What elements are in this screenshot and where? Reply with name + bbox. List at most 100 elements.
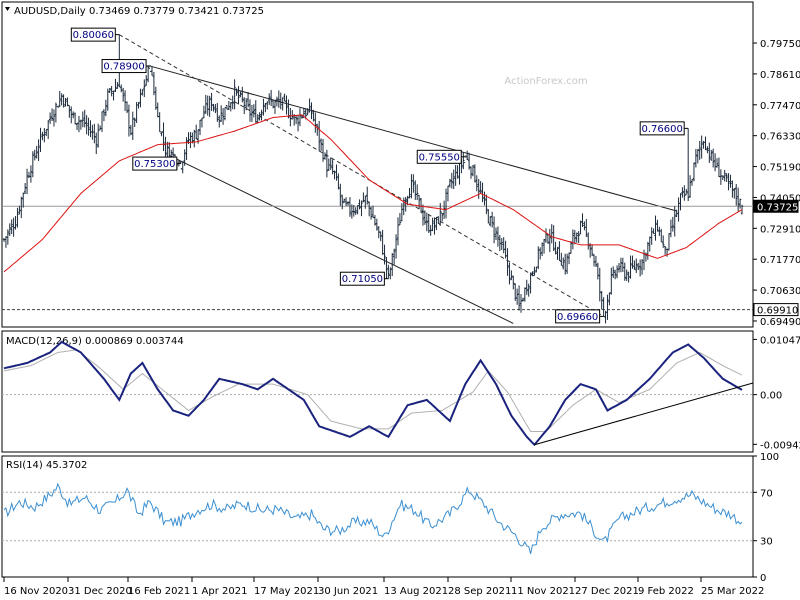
price-bar (375, 218, 379, 231)
price-bar (569, 241, 573, 254)
price-bar (300, 115, 304, 119)
price-bar (479, 181, 482, 194)
price-bar (16, 207, 19, 228)
price-bar (437, 216, 440, 224)
price-bar (711, 148, 715, 168)
price-bar (342, 198, 346, 204)
price-bar (686, 128, 690, 202)
price-bar (6, 229, 10, 245)
price-bar (575, 232, 578, 243)
price-bar (504, 240, 507, 259)
price-bar (277, 90, 281, 108)
price-bar (671, 216, 675, 232)
price-bar (248, 99, 252, 122)
price-bar (410, 174, 413, 199)
moving-average-line (3, 114, 743, 273)
price-bar (489, 216, 492, 227)
ohlc-label: 0.73469 0.73779 0.73421 0.73725 (89, 6, 264, 17)
price-bar (244, 98, 248, 111)
price-bar (10, 219, 13, 235)
price-bar (508, 262, 511, 285)
price-bar (71, 111, 75, 119)
dropdown-arrow-icon[interactable] (5, 7, 10, 11)
price-bar (329, 157, 332, 170)
price-bar (385, 256, 388, 279)
price-bar (440, 212, 444, 222)
price-bar (694, 148, 698, 168)
trendline (169, 155, 514, 324)
price-bar (673, 206, 676, 237)
price-bar (364, 195, 367, 209)
price-bar (527, 283, 530, 297)
price-bar (529, 272, 532, 294)
price-bar (37, 139, 40, 162)
price-bar (275, 96, 279, 107)
price-bar (125, 101, 129, 114)
y-tick-label: -0.009426 (760, 440, 800, 451)
price-bar (62, 94, 65, 108)
price-bar (723, 169, 726, 182)
price-bar (512, 275, 515, 290)
x-tick-label: 30 Jun 2021 (318, 586, 378, 597)
rsi-panel[interactable]: RSI(14) 45.3702 (1, 455, 754, 578)
price-bar (552, 225, 555, 252)
price-bar (510, 270, 513, 281)
x-tick-label: 27 Dec 2021 (575, 586, 639, 597)
price-bar (729, 174, 732, 188)
price-bar (613, 269, 617, 280)
price-bar (319, 138, 323, 151)
price-bar (439, 202, 442, 226)
price-bar (64, 97, 67, 107)
price-bar (581, 213, 584, 228)
price-bar (640, 259, 644, 275)
price-bar (268, 93, 271, 105)
price-bar (612, 266, 615, 278)
price-bar (490, 211, 494, 228)
price-bar (39, 127, 42, 153)
price-bar (696, 148, 699, 164)
price-bar (539, 247, 542, 260)
price-bar (450, 172, 453, 189)
price-bar (54, 102, 58, 123)
price-bar (619, 257, 623, 273)
macd-panel[interactable]: MACD(12,26,9) 0.000869 0.003744 (1, 330, 754, 453)
price-bar (446, 185, 450, 202)
price-bar (237, 86, 240, 105)
price-bar (481, 182, 484, 203)
price-bar (500, 237, 503, 251)
price-bar (314, 112, 317, 133)
price-bar (467, 152, 471, 170)
price-bar (625, 269, 628, 281)
price-bar (633, 260, 636, 270)
y-tick-label: 0.71770 (760, 255, 800, 266)
price-bar (540, 242, 544, 257)
trendline (119, 34, 604, 317)
price-bar (563, 253, 567, 275)
price-bar (341, 194, 344, 210)
price-bar (565, 253, 569, 274)
price-bar (256, 114, 259, 124)
price-bar (146, 65, 150, 83)
price-bar (519, 294, 523, 313)
price-bar (548, 228, 552, 253)
price-bar (239, 91, 242, 98)
rsi-line (3, 482, 743, 555)
price-bar (585, 218, 588, 238)
y-tick-label: 0.72910 (760, 224, 800, 235)
x-tick-label: 1 Apr 2021 (192, 586, 247, 597)
y-tick-label: 0.70630 (760, 286, 800, 297)
price-bar (452, 169, 455, 190)
price-bar (183, 149, 186, 166)
price-bar (419, 197, 423, 214)
price-bar (590, 244, 594, 257)
price-annotation: 0.75550 (416, 149, 466, 164)
y-tick-label: 100 (760, 452, 779, 463)
price-bar (708, 142, 711, 163)
price-bar (525, 279, 528, 295)
macd-label: MACD(12,26,9) 0.000869 0.003744 (6, 336, 184, 347)
price-panel[interactable]: ActionForex.com AUDUSD,Daily 0.73469 0.7… (1, 1, 754, 328)
price-bar (266, 101, 269, 110)
price-bar (50, 108, 54, 121)
price-bar (47, 120, 50, 140)
